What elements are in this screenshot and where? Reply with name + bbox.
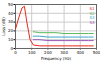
svg-text:200: 200 bbox=[44, 50, 52, 55]
svg-text:40: 40 bbox=[8, 11, 14, 16]
svg-text:50: 50 bbox=[8, 2, 14, 7]
svg-text:10: 10 bbox=[8, 37, 14, 42]
svg-text:20: 20 bbox=[8, 28, 14, 33]
svg-text:0: 0 bbox=[14, 50, 17, 55]
svg-text:30: 30 bbox=[8, 19, 14, 24]
svg-text:500: 500 bbox=[93, 50, 100, 55]
svg-text:S1: S1 bbox=[89, 6, 95, 12]
svg-text:S4: S4 bbox=[89, 20, 95, 25]
svg-text:S3: S3 bbox=[89, 15, 95, 21]
svg-text:Frequency (Hz): Frequency (Hz) bbox=[41, 56, 72, 61]
svg-text:S2: S2 bbox=[89, 10, 95, 16]
svg-text:400: 400 bbox=[76, 50, 84, 55]
svg-text:300: 300 bbox=[60, 50, 68, 55]
svg-text:100: 100 bbox=[28, 50, 36, 55]
svg-text:Loss (dB): Loss (dB) bbox=[1, 17, 6, 36]
svg-text:0: 0 bbox=[10, 46, 13, 51]
